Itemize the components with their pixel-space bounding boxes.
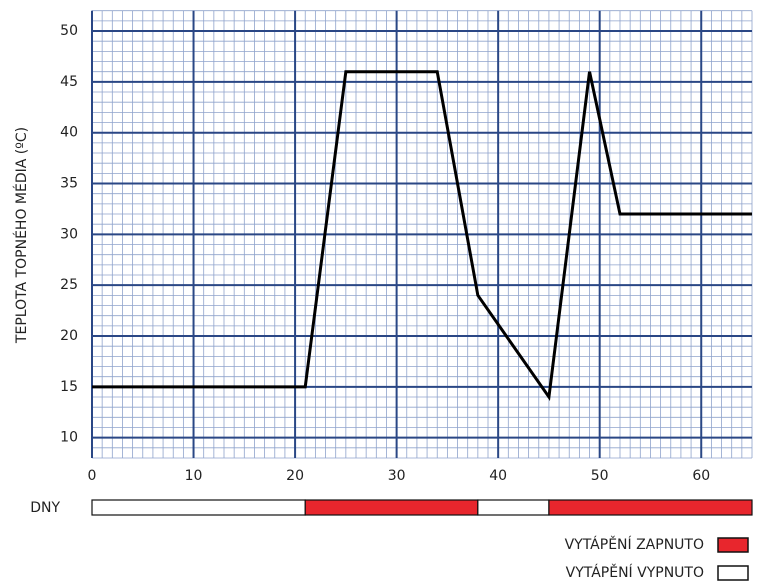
y-tick-label: 50 [60, 23, 78, 39]
x-tick-label: 0 [88, 468, 97, 484]
x-tick-label: 20 [286, 468, 304, 484]
data-line [92, 70, 752, 402]
x-tick-label: 60 [692, 468, 710, 484]
heating-segment [477, 499, 550, 516]
legend-swatch [717, 565, 749, 581]
legend-label: VYTÁPĚNÍ VYPNUTO [566, 564, 704, 581]
x-tick-label: 50 [591, 468, 609, 484]
heating-segment [304, 499, 479, 516]
heating-segment [548, 499, 753, 516]
heating-segment [91, 499, 306, 516]
y-tick-label: 40 [60, 125, 78, 141]
legend-swatch [717, 537, 749, 553]
x-tick-label: 40 [489, 468, 507, 484]
x-tick-label: 10 [185, 468, 203, 484]
y-tick-label: 10 [60, 430, 78, 446]
y-tick-label: 45 [60, 74, 78, 90]
y-axis-label: TEPLOTA TOPNÉHO MÉDIA (ºC) [13, 127, 30, 344]
x-tick-label: 30 [388, 468, 406, 484]
y-tick-label: 30 [60, 226, 78, 242]
y-tick-label: 35 [60, 176, 78, 192]
timeline-label: DNY [30, 500, 60, 516]
legend-label: VYTÁPĚNÍ ZAPNUTO [565, 536, 704, 553]
y-tick-label: 25 [60, 277, 78, 293]
y-tick-label: 15 [60, 379, 78, 395]
y-tick-label: 20 [60, 328, 78, 344]
